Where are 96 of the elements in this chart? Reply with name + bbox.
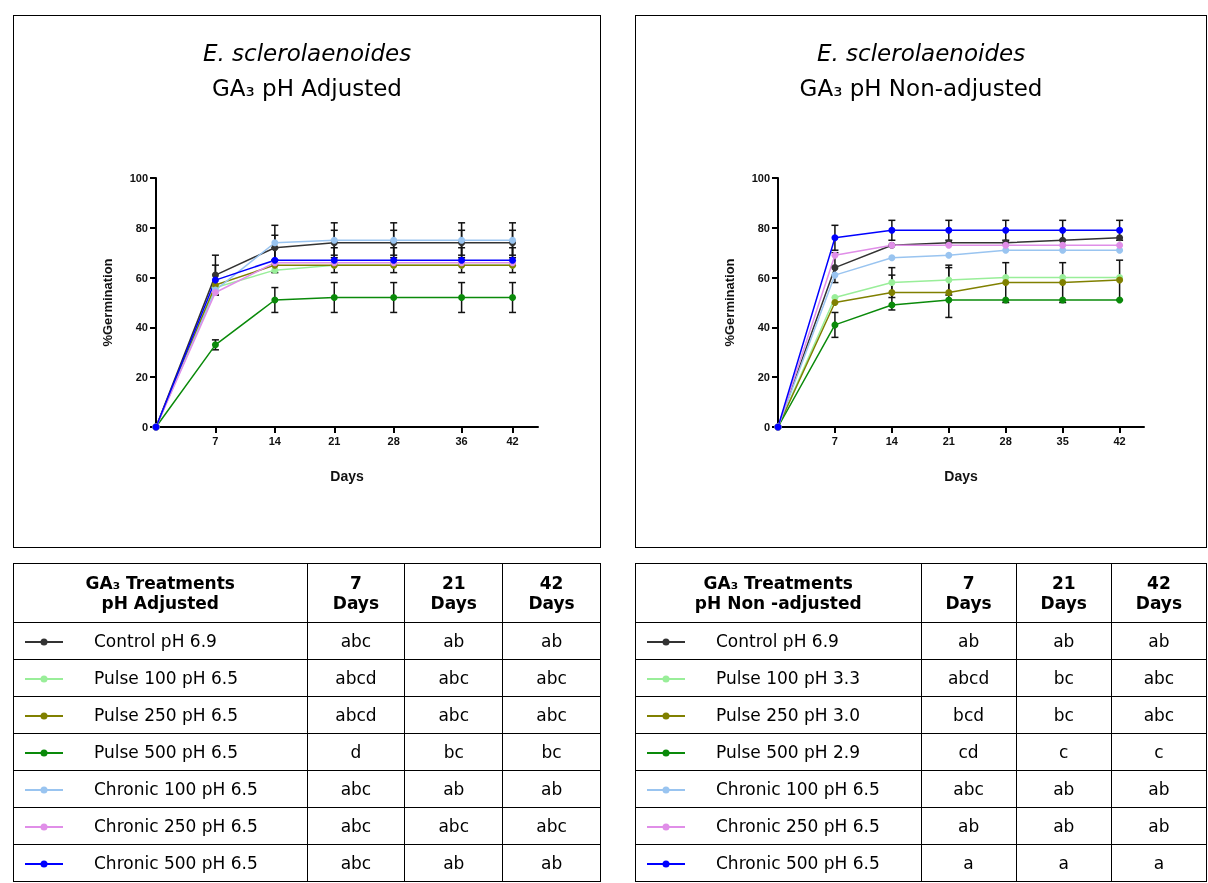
chart-title: E. sclerolaenoides bbox=[816, 39, 1026, 66]
y-tick-label: 20 bbox=[757, 371, 770, 384]
x-tick-label: 35 bbox=[1056, 434, 1069, 447]
text: bc bbox=[1016, 696, 1112, 734]
legend-label: Pulse 500 pH 6.5 bbox=[94, 742, 239, 762]
y-tick-label: 0 bbox=[763, 421, 770, 433]
text: 7 Days bbox=[921, 563, 1017, 623]
legend-title: GA₃ Treatments pH Non -adjusted bbox=[635, 563, 921, 623]
x-tick-label: 28 bbox=[999, 434, 1012, 447]
text: ab bbox=[1016, 770, 1112, 808]
text: abc bbox=[404, 696, 503, 734]
text: c bbox=[1016, 733, 1112, 771]
text: a bbox=[1016, 844, 1112, 882]
chart-subtitle: GA₃ pH Adjusted bbox=[212, 74, 402, 101]
text: 7 Days bbox=[307, 563, 405, 623]
text: abc bbox=[307, 807, 405, 845]
legend-label: Control pH 6.9 bbox=[94, 631, 217, 651]
x-tick-label: 14 bbox=[268, 434, 282, 447]
y-axis-title: %Germination bbox=[100, 258, 115, 347]
chart-title: E. sclerolaenoides bbox=[202, 39, 412, 66]
text: ab bbox=[1111, 622, 1207, 660]
legend-label: Chronic 100 pH 6.5 bbox=[716, 779, 880, 799]
text: ab bbox=[502, 844, 601, 882]
text: ab bbox=[502, 622, 601, 660]
y-tick-label: 60 bbox=[757, 271, 770, 284]
text: d bbox=[307, 733, 405, 771]
text: 21 Days bbox=[404, 563, 503, 623]
y-tick-label: 100 bbox=[751, 172, 770, 184]
text: ab bbox=[502, 770, 601, 808]
text: abc bbox=[307, 770, 405, 808]
x-tick-label: 7 bbox=[831, 434, 838, 447]
text: abc bbox=[502, 807, 601, 845]
text: abc bbox=[404, 659, 503, 697]
text: ab bbox=[1111, 807, 1207, 845]
text: abcd bbox=[921, 659, 1017, 697]
text: abc bbox=[307, 622, 405, 660]
legend-label: Chronic 500 pH 6.5 bbox=[716, 853, 880, 873]
legend-label: Pulse 250 pH 3.0 bbox=[716, 705, 861, 725]
text: bc bbox=[1016, 659, 1112, 697]
text: ab bbox=[921, 807, 1017, 845]
legend-label: Pulse 100 pH 3.3 bbox=[716, 668, 861, 688]
text: bc bbox=[404, 733, 503, 771]
y-tick-label: 0 bbox=[141, 421, 148, 433]
text: ab bbox=[404, 844, 503, 882]
x-tick-label: 36 bbox=[455, 434, 468, 447]
text: ab bbox=[1016, 622, 1112, 660]
text: a bbox=[921, 844, 1017, 882]
text: abc bbox=[502, 696, 601, 734]
x-tick-label: 14 bbox=[885, 434, 899, 447]
text: abc bbox=[404, 807, 503, 845]
y-tick-label: 80 bbox=[757, 221, 770, 234]
y-tick-label: 40 bbox=[135, 321, 148, 334]
y-tick-label: 60 bbox=[135, 271, 148, 284]
text: abc bbox=[1111, 659, 1207, 697]
text: abc bbox=[502, 659, 601, 697]
text: abc bbox=[307, 844, 405, 882]
legend-title: GA₃ Treatments pH Adjusted bbox=[13, 563, 307, 623]
y-axis-title: %Germination bbox=[722, 258, 737, 347]
legend-label: Control pH 6.9 bbox=[716, 631, 839, 651]
text: bcd bbox=[921, 696, 1017, 734]
text: c bbox=[1111, 733, 1207, 771]
legend-label: Pulse 500 pH 2.9 bbox=[716, 742, 861, 762]
x-tick-label: 42 bbox=[1113, 434, 1126, 447]
x-tick-label: 28 bbox=[387, 434, 400, 447]
text: 42 Days bbox=[1111, 563, 1207, 623]
legend-label: Pulse 250 pH 6.5 bbox=[94, 705, 239, 725]
legend-label: Chronic 250 pH 6.5 bbox=[716, 816, 880, 836]
y-tick-label: 100 bbox=[129, 172, 148, 184]
text: ab bbox=[404, 770, 503, 808]
x-tick-label: 21 bbox=[328, 434, 341, 447]
x-axis-title: Days bbox=[944, 468, 978, 484]
text: ab bbox=[921, 622, 1017, 660]
chart-subtitle: GA₃ pH Non-adjusted bbox=[799, 74, 1043, 101]
text: abc bbox=[1111, 696, 1207, 734]
text: abcd bbox=[307, 696, 405, 734]
text: 42 Days bbox=[502, 563, 601, 623]
x-tick-label: 42 bbox=[506, 434, 519, 447]
x-tick-label: 21 bbox=[942, 434, 955, 447]
text: bc bbox=[502, 733, 601, 771]
legend-label: Pulse 100 pH 6.5 bbox=[94, 668, 239, 688]
legend-label: Chronic 250 pH 6.5 bbox=[94, 816, 258, 836]
text: a bbox=[1111, 844, 1207, 882]
text: ab bbox=[404, 622, 503, 660]
y-tick-label: 20 bbox=[135, 371, 148, 384]
text: ab bbox=[1111, 770, 1207, 808]
text: ab bbox=[1016, 807, 1112, 845]
legend-label: Chronic 500 pH 6.5 bbox=[94, 853, 258, 873]
text: cd bbox=[921, 733, 1017, 771]
text: abc bbox=[921, 770, 1017, 808]
y-tick-label: 80 bbox=[135, 221, 148, 234]
text: 21 Days bbox=[1016, 563, 1112, 623]
x-axis-title: Days bbox=[330, 468, 364, 484]
x-tick-label: 7 bbox=[212, 434, 219, 447]
text: abcd bbox=[307, 659, 405, 697]
y-tick-label: 40 bbox=[757, 321, 770, 334]
legend-label: Chronic 100 pH 6.5 bbox=[94, 779, 258, 799]
